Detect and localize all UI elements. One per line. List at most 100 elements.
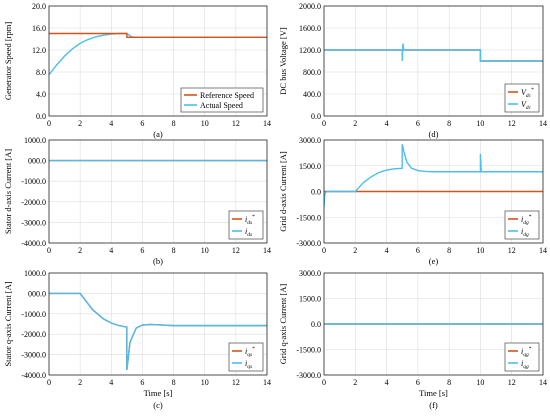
y-tick-label: 1200.0 xyxy=(299,46,321,55)
y-tick-label: 0.0 xyxy=(311,320,321,329)
x-tick-label: 12 xyxy=(232,119,240,128)
x-tick-label: 0 xyxy=(47,119,51,128)
legend: iqg*iqg xyxy=(504,342,540,372)
legend-entry: ids xyxy=(245,227,252,238)
legend-entry: idg xyxy=(521,227,529,238)
x-tick-label: 4 xyxy=(385,378,389,387)
panel-label: (d) xyxy=(429,129,439,139)
legend-box xyxy=(504,210,540,240)
x-tick-label: 4 xyxy=(385,119,389,128)
x-tick-label: 6 xyxy=(140,378,144,387)
plot-frame xyxy=(48,139,268,244)
y-tick-label: -4000.0 xyxy=(21,371,46,380)
chart-f: 0 2 4 6 8 10 12 14 3000.0 1500.0 0.0 -1500.0 -3000.0… xyxy=(278,269,547,410)
y-axis-label: Grid d-axis Current [A] xyxy=(278,151,288,232)
plot-frame xyxy=(323,139,544,244)
x-tick-label: 10 xyxy=(201,119,209,128)
y-tick-label: 1500.0 xyxy=(299,295,321,304)
legend-entry: iqs xyxy=(245,359,252,370)
x-tick-label: 14 xyxy=(539,378,547,387)
x-tick-label: 12 xyxy=(232,378,240,387)
y-axis-label: Stator d-axis Current [A] xyxy=(3,149,13,234)
legend-entry: iqg* xyxy=(521,346,532,358)
plot-frame xyxy=(323,272,544,376)
x-tick-label: 4 xyxy=(109,119,113,128)
chart-d: 0 2 4 6 8 10 12 14 0.0 400.0 800.0 1200.0 1600.0 2000… xyxy=(278,2,547,139)
series-line-actual xyxy=(49,292,267,370)
y-tick-label: 3000.0 xyxy=(299,269,321,278)
panel-label: (f) xyxy=(429,400,438,410)
panel-label: (b) xyxy=(153,256,163,266)
series-line-actual xyxy=(324,43,543,62)
x-tick-label: 10 xyxy=(476,119,484,128)
y-tick-label: 16.0 xyxy=(32,24,46,33)
y-tick-label: 4.0 xyxy=(36,90,46,99)
y-tick-label: 12.0 xyxy=(32,46,46,55)
panel-label: (c) xyxy=(153,400,163,410)
x-tick-label: 10 xyxy=(201,378,209,387)
y-tick-label: 000.0 xyxy=(28,157,46,166)
legend: ids*ids xyxy=(228,210,264,240)
x-tick-label: 6 xyxy=(140,119,144,128)
legend-box xyxy=(180,87,264,113)
x-tick-label: 14 xyxy=(539,119,547,128)
chart-c: 0 2 4 6 8 10 12 14 1000.0 000.0 -1000.0 -2000.0 -300… xyxy=(3,269,271,410)
x-tick-label: 2 xyxy=(78,378,82,387)
y-tick-label: 1600.0 xyxy=(299,24,321,33)
y-tick-label: -1000.0 xyxy=(21,177,46,186)
x-tick-label: 6 xyxy=(416,246,420,255)
y-tick-label: -1000.0 xyxy=(21,310,46,319)
y-tick-label: 2000.0 xyxy=(299,2,321,11)
y-tick-label: 20.0 xyxy=(32,2,46,11)
chart-b: 0 2 4 6 8 10 12 14 1000.0 000.0 -1000.0 -2000.0 -300… xyxy=(3,136,271,266)
y-tick-label: -3000.0 xyxy=(21,351,46,360)
y-tick-label: 1000.0 xyxy=(24,269,46,278)
y-tick-label: -1500.0 xyxy=(296,346,321,355)
x-tick-label: 14 xyxy=(263,246,271,255)
x-tick-label: 14 xyxy=(263,378,271,387)
x-tick-label: 6 xyxy=(140,246,144,255)
y-tick-label: 3000.0 xyxy=(299,136,321,145)
x-tick-label: 6 xyxy=(416,119,420,128)
x-tick-label: 2 xyxy=(353,378,357,387)
y-tick-label: -1500.0 xyxy=(296,213,321,222)
y-tick-label: 000.0 xyxy=(28,289,46,298)
plot-frame xyxy=(48,272,268,376)
x-tick-label: 0 xyxy=(47,378,51,387)
y-axis-label: Grid q-axis Current [A] xyxy=(278,284,288,365)
x-tick-label: 8 xyxy=(447,119,451,128)
x-tick-label: 8 xyxy=(447,246,451,255)
x-tick-label: 12 xyxy=(508,246,516,255)
plot-frame xyxy=(48,5,268,117)
y-axis-label: DC bus Voltage [V] xyxy=(278,27,288,95)
x-tick-label: 8 xyxy=(172,378,176,387)
x-tick-label: 10 xyxy=(201,246,209,255)
x-tick-label: 0 xyxy=(322,378,326,387)
y-tick-label: -2000.0 xyxy=(21,330,46,339)
x-tick-label: 4 xyxy=(385,246,389,255)
x-tick-label: 8 xyxy=(172,246,176,255)
chart-e: 0 2 4 6 8 10 12 14 3000.0 1500.0 0.0 -1500.0 -3000.0… xyxy=(278,136,547,266)
x-tick-label: 12 xyxy=(232,246,240,255)
x-tick-label: 14 xyxy=(263,119,271,128)
x-tick-label: 0 xyxy=(322,119,326,128)
legend: Vdc*Vdc xyxy=(504,83,540,113)
x-tick-label: 4 xyxy=(109,378,113,387)
y-axis-label: Stator q-axis Current [A] xyxy=(3,281,13,366)
x-tick-label: 2 xyxy=(78,119,82,128)
x-tick-label: 2 xyxy=(78,246,82,255)
x-tick-label: 4 xyxy=(109,246,113,255)
y-tick-label: -4000.0 xyxy=(21,239,46,248)
plot-frame xyxy=(323,5,544,117)
x-tick-label: 2 xyxy=(353,119,357,128)
legend-entry: idg* xyxy=(521,214,532,226)
legend-entry: iqs* xyxy=(245,346,255,358)
legend-entry: ids* xyxy=(245,214,255,226)
legend-box xyxy=(228,342,264,372)
x-axis-label: Time [s] xyxy=(419,388,448,398)
x-tick-label: 10 xyxy=(476,378,484,387)
x-tick-label: 12 xyxy=(508,119,516,128)
panel-label: (e) xyxy=(429,256,439,266)
y-tick-label: -3000.0 xyxy=(21,218,46,227)
